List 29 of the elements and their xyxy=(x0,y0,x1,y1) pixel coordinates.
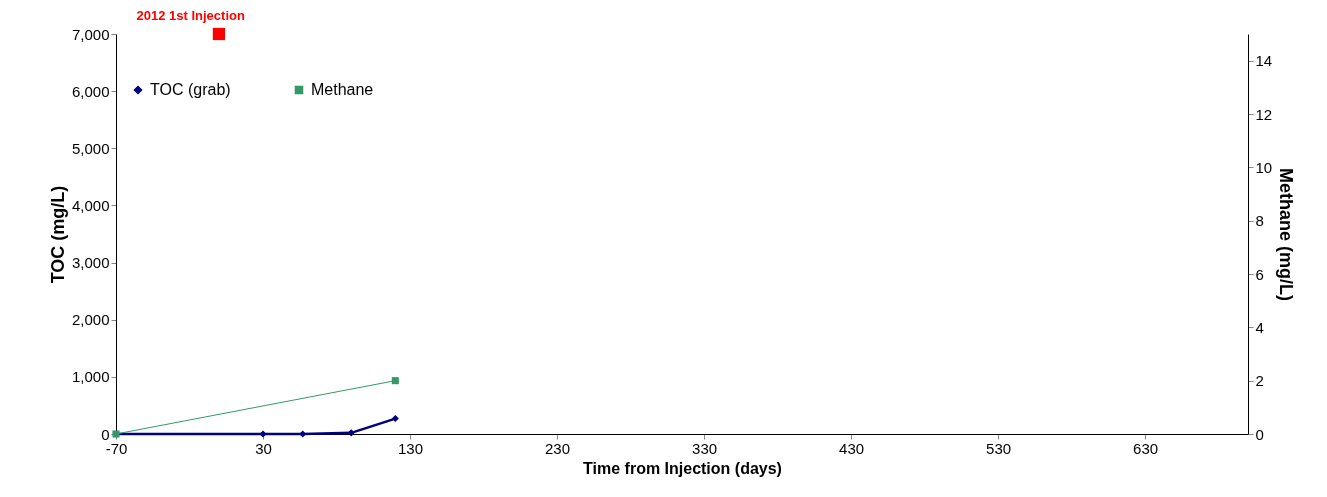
y2-axis-title: Methane (mg/L) xyxy=(1276,168,1297,301)
y2-tick-label: 0 xyxy=(1255,425,1264,443)
y-tick-label: 2,000 xyxy=(71,311,110,329)
y2-tick-label: 2 xyxy=(1255,372,1264,390)
y-tick-label: 5,000 xyxy=(71,139,110,157)
series-label: 2012 1st Injection xyxy=(136,8,245,23)
y2-tick-label: 6 xyxy=(1255,265,1264,283)
x-tick-label: 230 xyxy=(545,439,571,457)
point xyxy=(212,27,226,41)
y2-tick-label: 8 xyxy=(1255,212,1264,230)
legend-label: Methane xyxy=(311,81,374,98)
y2-tick-label: 10 xyxy=(1255,158,1273,176)
x-tick-label: 30 xyxy=(255,439,272,457)
y2-tick-label: 4 xyxy=(1255,318,1264,336)
x-tick-label: 430 xyxy=(839,439,865,457)
y2-tick-label: 14 xyxy=(1255,52,1273,70)
legend-label: TOC (grab) xyxy=(150,81,231,98)
y2-tick-label: 12 xyxy=(1255,105,1273,123)
x-tick-label: 630 xyxy=(1133,439,1159,457)
x-tick-label: 330 xyxy=(692,439,718,457)
y-tick-label: 4,000 xyxy=(71,196,110,214)
y-tick-label: 6,000 xyxy=(71,82,110,100)
x-axis-title: Time from Injection (days) xyxy=(583,459,782,477)
y-tick-label: 3,000 xyxy=(71,254,110,272)
y-tick-label: 1,000 xyxy=(71,368,110,386)
y-tick-label: 7,000 xyxy=(71,25,110,43)
x-tick-label: 530 xyxy=(986,439,1012,457)
y-axis-title: TOC (mg/L) xyxy=(47,185,68,284)
x-tick-label: 130 xyxy=(398,439,424,457)
